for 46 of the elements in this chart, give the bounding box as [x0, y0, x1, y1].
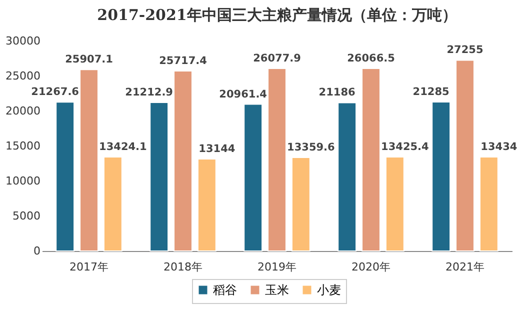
y-tick-label: 0 [34, 244, 40, 258]
legend-label: 小麦 [317, 283, 341, 297]
x-tick-label: 2017年 [70, 260, 108, 274]
y-tick-label: 25000 [6, 70, 40, 82]
y-tick-label: 5000 [12, 210, 40, 222]
bar [80, 69, 98, 252]
data-label: 13424.1 [99, 141, 147, 154]
x-tick-label: 2021年 [446, 260, 484, 274]
bar [268, 68, 286, 252]
bar [244, 104, 263, 252]
data-label: 21212.9 [125, 86, 173, 99]
bar [291, 156, 310, 252]
data-label: 26077.9 [253, 52, 301, 64]
bar [338, 102, 357, 252]
data-label: 20961.4 [219, 88, 267, 100]
data-label: 13359.6 [287, 141, 335, 154]
bar [479, 156, 498, 252]
bar [174, 70, 192, 252]
data-label: 27255 [446, 44, 484, 56]
bar [362, 68, 380, 252]
data-label: 13144 [198, 142, 236, 155]
bar [197, 158, 216, 252]
y-tick-label: 20000 [6, 104, 40, 118]
x-tick-label: 2018年 [164, 260, 202, 274]
y-tick-label: 30000 [6, 34, 40, 48]
bar [103, 156, 122, 252]
data-label: 25907.1 [65, 54, 113, 66]
data-label: 21186 [318, 86, 356, 99]
legend-label: 玉米 [265, 283, 289, 297]
data-label: 26066.5 [347, 52, 395, 65]
data-label: 13425.4 [381, 141, 429, 154]
data-label: 21267.6 [31, 86, 79, 98]
y-tick-label: 15000 [6, 140, 40, 152]
bar [150, 102, 169, 252]
bar [56, 102, 75, 252]
chart-title: 2017-2021年中国三大主粮产量情况（单位：万吨） [97, 6, 457, 24]
x-tick-label: 2019年 [258, 260, 296, 274]
bar [385, 156, 404, 252]
data-label: 25717.4 [159, 54, 207, 67]
data-label: 21285 [412, 86, 450, 98]
bar [432, 102, 451, 252]
bar [456, 60, 474, 252]
data-label: 13434 [480, 140, 518, 153]
x-tick-label: 2020年 [352, 260, 390, 274]
legend-label: 稻谷 [213, 283, 237, 297]
y-tick-label: 10000 [6, 174, 40, 188]
